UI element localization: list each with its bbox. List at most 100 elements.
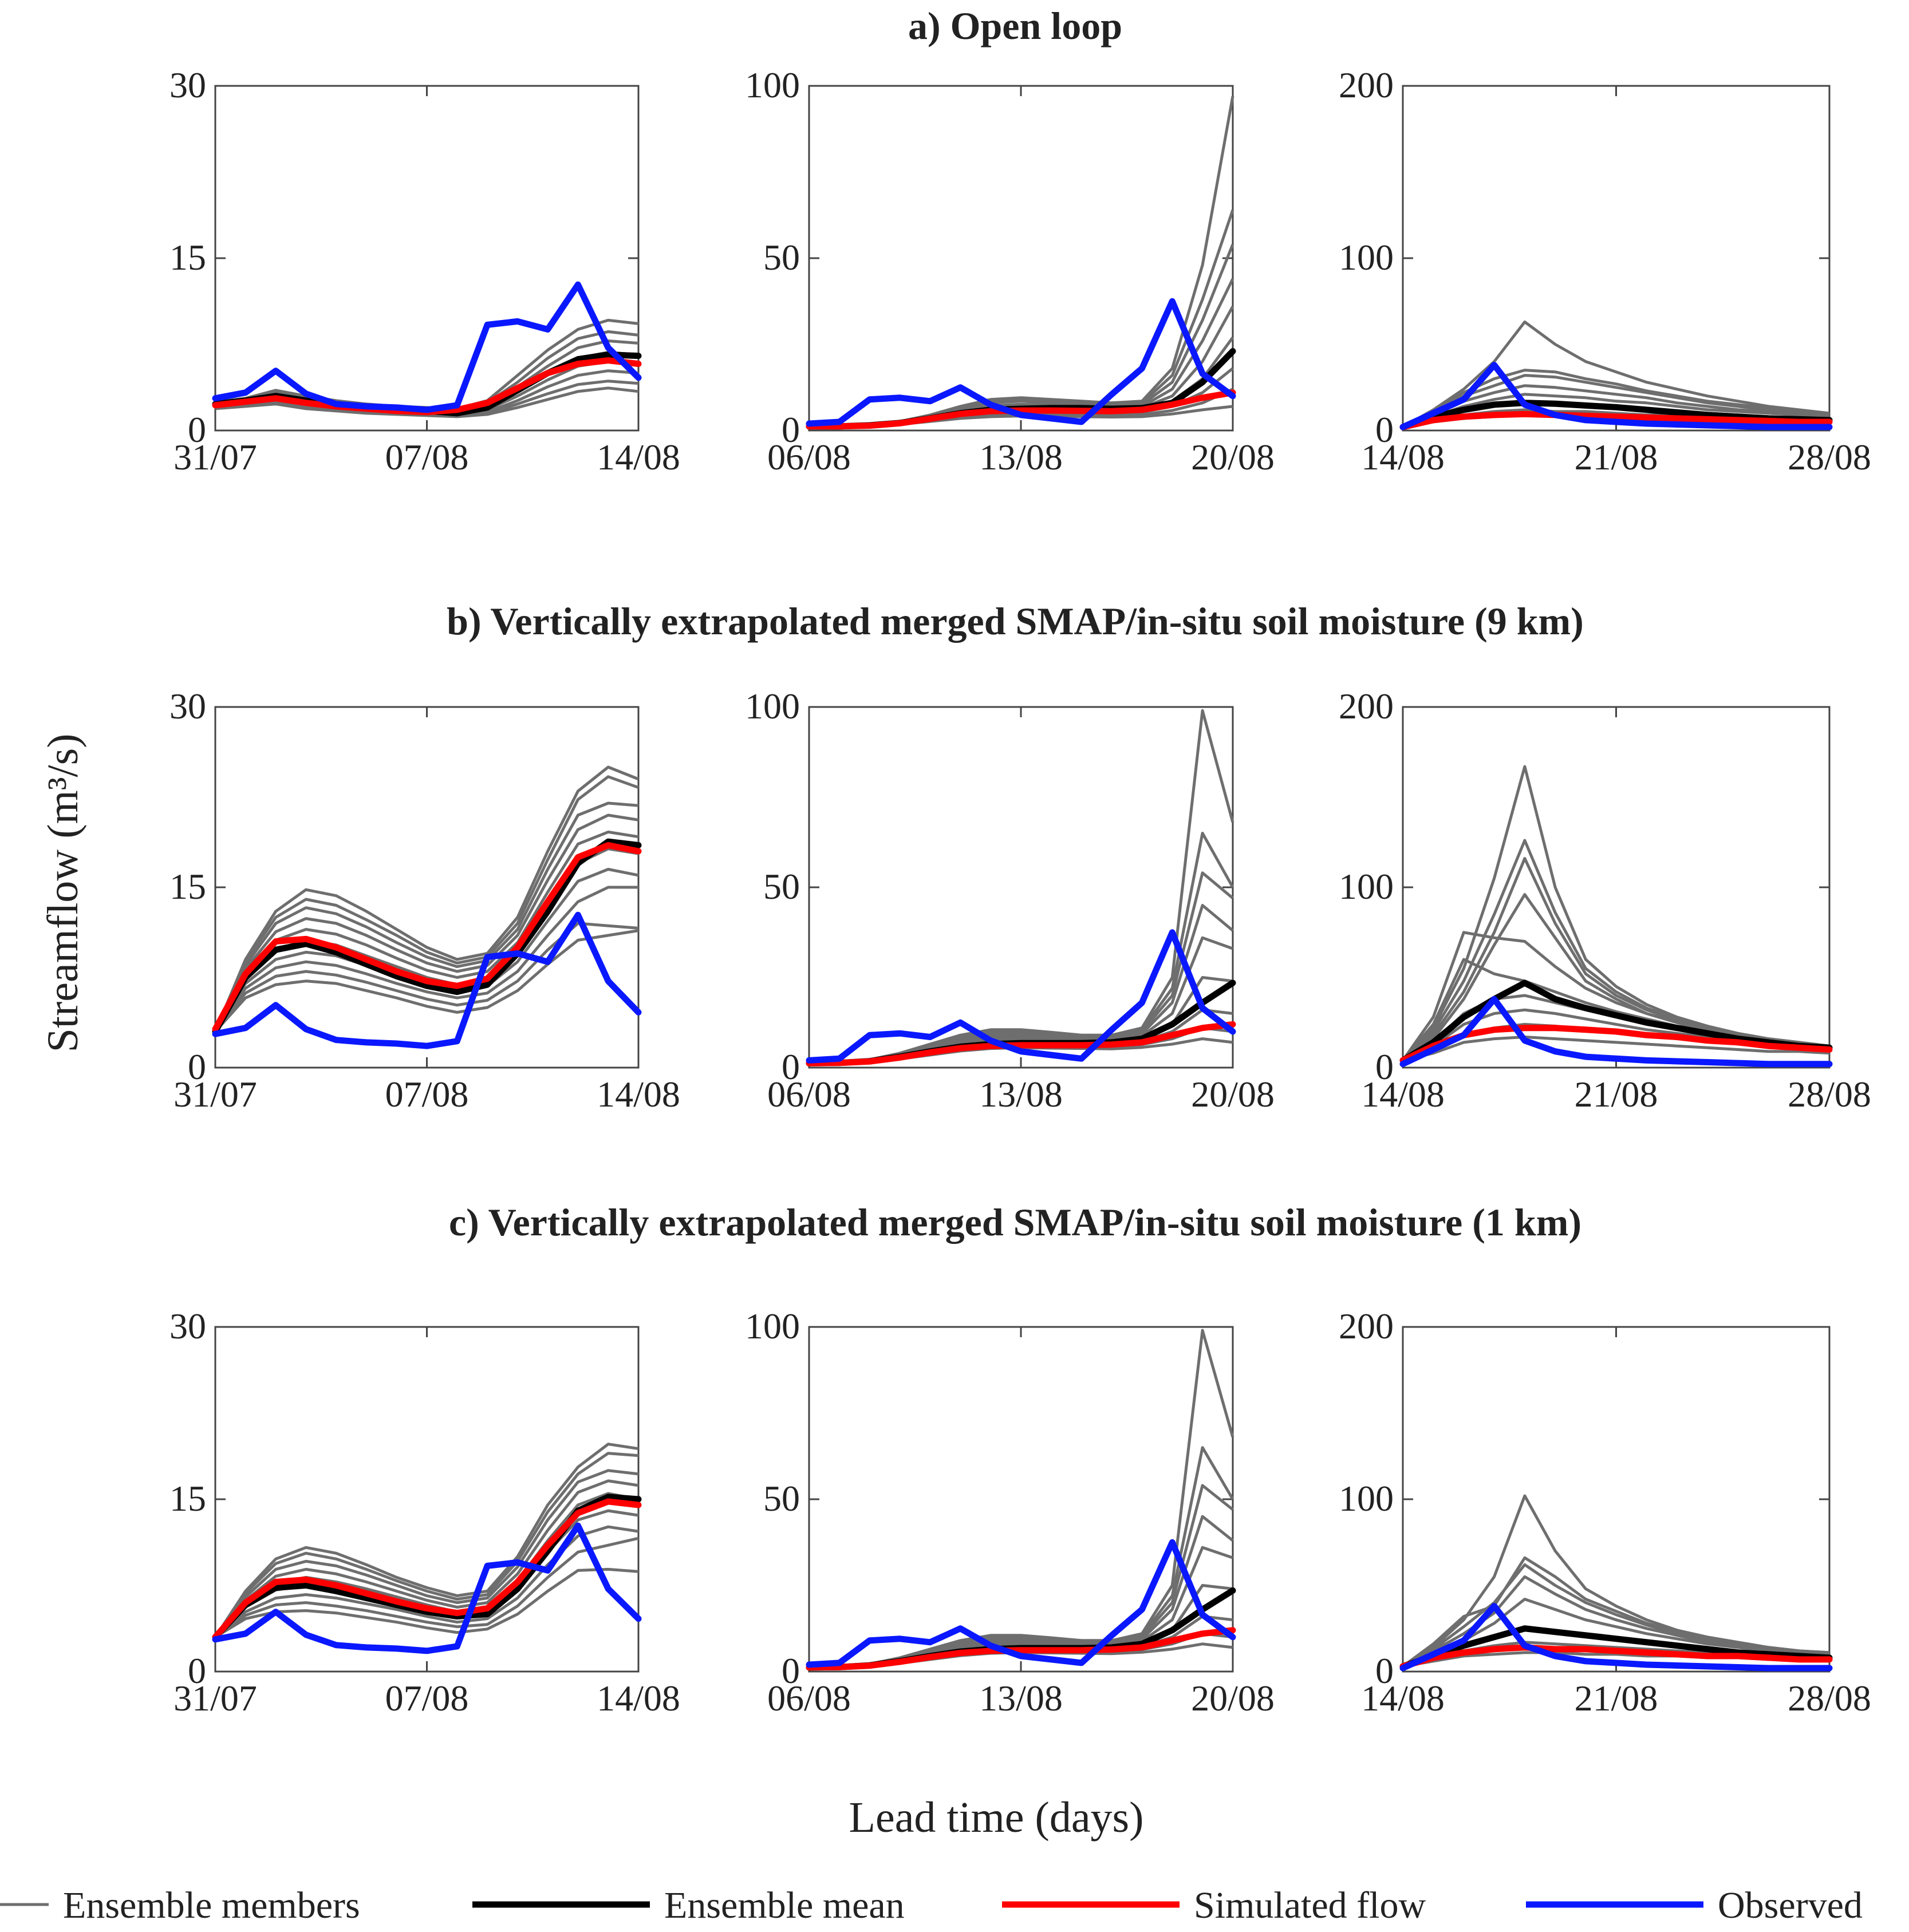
observed-line — [806, 1539, 1236, 1668]
ensemble-member-line — [214, 886, 638, 1033]
panel-1-2: 0 100 200 14/08 21/08 28/08 — [1339, 686, 1871, 1115]
y-tick-label: 0 — [1375, 409, 1394, 450]
ensemble-member-line — [214, 1443, 639, 1638]
x-tick-label: 21/08 — [1575, 437, 1658, 477]
panel-0-2: 0 100 200 14/08 21/08 28/08 — [1339, 65, 1871, 477]
legend-label-observed: Observed — [1718, 1884, 1863, 1926]
y-tick-label: 15 — [169, 237, 206, 278]
simulated-line — [806, 1627, 1236, 1671]
x-tick-label: 07/08 — [385, 1074, 469, 1115]
x-tick-label: 28/08 — [1788, 437, 1871, 477]
ensemble-member-line — [1402, 1598, 1830, 1668]
y-tick-label: 50 — [763, 237, 800, 278]
ensemble-member-line — [214, 1452, 639, 1638]
ensemble-member-line — [214, 830, 639, 1033]
observed-line — [212, 911, 642, 1049]
x-tick-label: 14/08 — [597, 1678, 680, 1718]
mean-line — [1399, 1625, 1833, 1670]
axes-frame — [214, 85, 640, 432]
observed-line — [806, 298, 1236, 427]
panel-1-0: 0 15 30 31/07 07/08 14/08 — [169, 686, 680, 1115]
y-tick-label: 200 — [1339, 686, 1394, 726]
ensemble-member-line — [214, 1567, 639, 1638]
axes-frame — [808, 706, 1234, 1069]
panel-0-1: 0 50 100 06/08 13/08 20/08 — [745, 65, 1275, 477]
x-tick-label: 20/08 — [1191, 437, 1275, 477]
ensemble-member-line — [1402, 384, 1830, 429]
simulated-line — [1399, 1644, 1833, 1670]
x-tick-label: 31/07 — [173, 1678, 257, 1718]
observed-line — [806, 929, 1236, 1064]
y-tick-label: 0 — [188, 1650, 206, 1691]
ensemble-member-line — [214, 801, 639, 1033]
simulated-line — [1399, 410, 1833, 430]
row-title-b: b) Vertically extrapolated merged SMAP/i… — [447, 599, 1584, 643]
x-tick-label: 07/08 — [385, 1678, 469, 1718]
x-tick-label: 13/08 — [979, 1074, 1063, 1115]
ensemble-member-line — [809, 209, 1234, 428]
simulated-line — [212, 1498, 642, 1641]
x-tick-label: 28/08 — [1788, 1074, 1871, 1115]
y-tick-label: 100 — [745, 686, 800, 726]
axes-frame — [808, 1326, 1234, 1673]
y-tick-label: 50 — [763, 866, 800, 907]
ensemble-member-line — [1402, 1036, 1830, 1062]
mean-line — [212, 838, 642, 1035]
simulated-line — [806, 1021, 1236, 1066]
panel-0-0: 0 15 30 31/07 07/08 14/08 — [169, 65, 680, 477]
mean-line — [1399, 979, 1833, 1064]
ensemble-member-line — [1402, 1563, 1830, 1668]
legend-label-mean: Ensemble mean — [664, 1884, 905, 1926]
y-tick-label: 0 — [1375, 1650, 1394, 1691]
simulated-line — [1399, 1025, 1833, 1064]
observed-line — [212, 281, 642, 413]
ensemble-member-line — [214, 1536, 639, 1638]
x-tick-label: 28/08 — [1788, 1678, 1871, 1718]
panel-2-1: 0 50 100 06/08 13/08 20/08 — [745, 1306, 1275, 1718]
ensemble-member-line — [214, 813, 639, 1033]
x-tick-label: 14/08 — [1361, 1678, 1445, 1718]
y-tick-label: 15 — [169, 1478, 206, 1519]
y-tick-label: 200 — [1339, 65, 1394, 105]
y-tick-label: 30 — [169, 1306, 206, 1346]
x-tick-label: 31/07 — [173, 437, 257, 477]
observed-line — [1399, 1603, 1833, 1672]
ensemble-member-line — [214, 765, 639, 1032]
y-tick-label: 0 — [782, 1046, 800, 1087]
observed-line — [1399, 995, 1833, 1068]
simulated-line — [212, 842, 642, 1033]
y-tick-label: 50 — [763, 1478, 800, 1519]
ensemble-member-line — [215, 386, 639, 418]
y-tick-label: 0 — [188, 1046, 206, 1087]
x-tick-label: 21/08 — [1575, 1678, 1658, 1718]
y-tick-label: 0 — [782, 1650, 800, 1691]
y-tick-label: 100 — [1339, 237, 1394, 278]
y-tick-label: 100 — [745, 1306, 800, 1346]
y-tick-label: 100 — [1339, 866, 1394, 907]
x-tick-label: 14/08 — [597, 437, 680, 477]
panel-1-1: 0 50 100 06/08 13/08 20/08 — [745, 686, 1275, 1115]
ensemble-member-line — [1402, 393, 1830, 429]
y-tick-label: 0 — [782, 409, 800, 450]
x-tick-label: 20/08 — [1191, 1678, 1275, 1718]
simulated-line — [806, 389, 1236, 430]
x-tick-label: 31/07 — [173, 1074, 257, 1115]
ensemble-member-line — [808, 1329, 1234, 1669]
x-axis-label: Lead time (days) — [849, 1793, 1144, 1842]
y-tick-label: 0 — [188, 409, 206, 450]
panel-2-0: 0 15 30 31/07 07/08 14/08 — [169, 1306, 680, 1718]
ensemble-member-line — [214, 1469, 639, 1638]
ensemble-member-line — [214, 1479, 639, 1638]
x-tick-label: 06/08 — [767, 1678, 851, 1718]
x-tick-label: 06/08 — [767, 437, 851, 477]
y-tick-label: 30 — [169, 686, 206, 726]
y-tick-label: 15 — [169, 866, 206, 907]
panel-2-2: 0 100 200 14/08 21/08 28/08 — [1339, 1306, 1871, 1718]
row-title-a: a) Open loop — [908, 4, 1122, 48]
ensemble-member-line — [1402, 320, 1830, 429]
ensemble-member-line — [808, 709, 1234, 1065]
axes-frame — [214, 1326, 640, 1673]
observed-line — [212, 1522, 642, 1654]
